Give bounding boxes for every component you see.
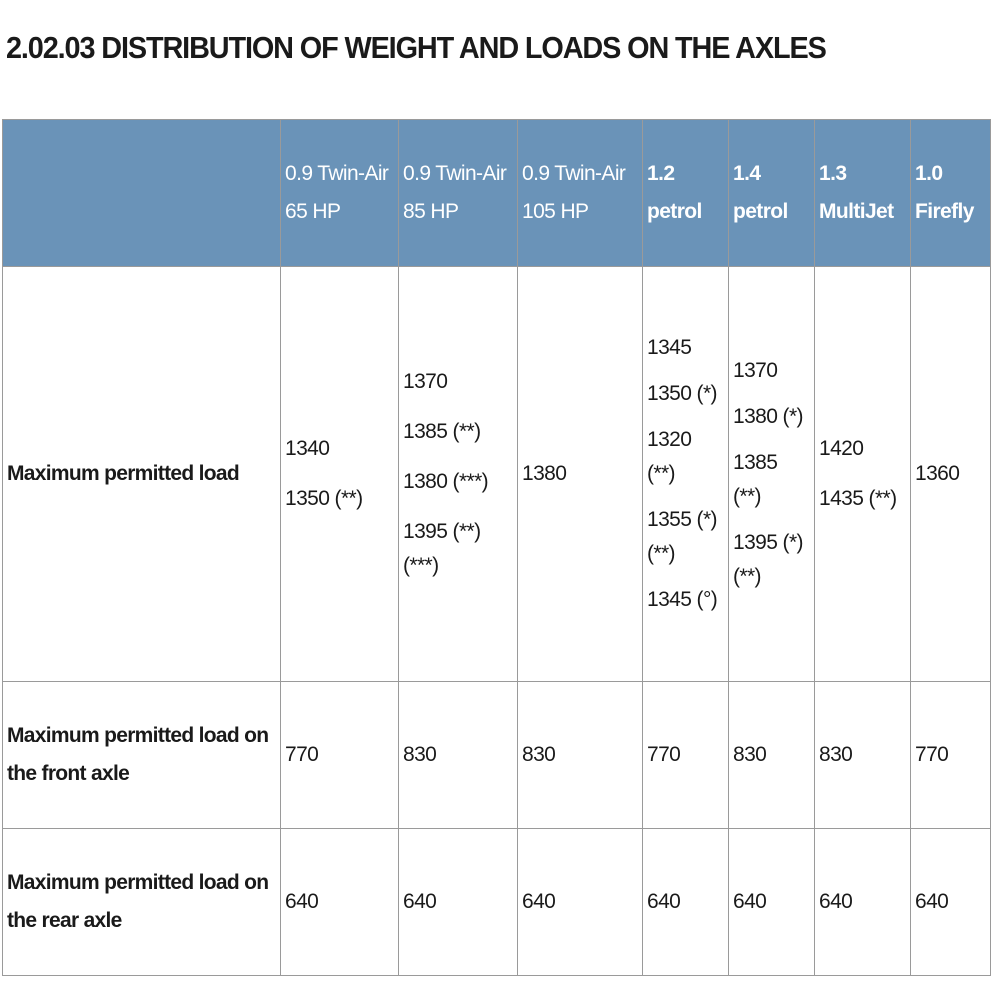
table-cell: 1370 1385 (**) 1380 (***) 1395 (**) (***… <box>398 266 518 682</box>
table-cell: 640 <box>642 828 729 976</box>
cell-value-line: 1320 (**) <box>647 428 692 485</box>
row-label: Maximum permitted load <box>2 266 281 682</box>
table-cell: 1340 1350 (**) <box>280 266 399 682</box>
cell-value-line: 1370 <box>733 359 778 382</box>
cell-value-line: 1395 (**) (***) <box>403 520 481 577</box>
table-cell: 1370 1380 (*) 1385 (**) 1395 (*) (**) <box>728 266 815 682</box>
table-cell: 1420 1435 (**) <box>814 266 911 682</box>
table-row: Maximum permitted load 1340 1350 (**) 13… <box>2 266 991 682</box>
table-row: Maximum permitted load on the front axle… <box>2 681 991 829</box>
table-cell: 830 <box>814 681 911 829</box>
table-header-row: 0.9 Twin-Air 65 HP 0.9 Twin-Air 85 HP 0.… <box>2 119 991 267</box>
column-header: 0.9 Twin-Air 85 HP <box>398 119 518 267</box>
column-header: 1.3 MultiJet <box>814 119 911 267</box>
table-row: Maximum permitted load on the rear axle … <box>2 828 991 976</box>
cell-value-line: 1380 <box>522 462 567 485</box>
cell-value-line: 1345 <box>647 336 692 359</box>
column-header: 1.4 petrol <box>728 119 815 267</box>
table-cell: 770 <box>910 681 991 829</box>
cell-value-line: 1345 (°) <box>647 588 718 611</box>
table-cell: 640 <box>517 828 643 976</box>
table-cell: 640 <box>398 828 518 976</box>
cell-value-line: 1360 <box>915 462 960 485</box>
table-cell: 640 <box>910 828 991 976</box>
cell-value-line: 1435 (**) <box>819 487 897 510</box>
table-cell: 1360 <box>910 266 991 682</box>
cell-value-line: 1350 (**) <box>285 487 363 510</box>
axle-load-table: 0.9 Twin-Air 65 HP 0.9 Twin-Air 85 HP 0.… <box>2 119 991 976</box>
cell-value-line: 1420 <box>819 437 864 460</box>
column-header: 1.0 Firefly <box>910 119 991 267</box>
column-header: 0.9 Twin-Air 105 HP <box>517 119 643 267</box>
table-cell: 640 <box>280 828 399 976</box>
table-cell: 1380 <box>517 266 643 682</box>
table-cell: 1345 1350 (*) 1320 (**) 1355 (*) (**) 13… <box>642 266 729 682</box>
row-label: Maximum permitted load on the front axle <box>2 681 281 829</box>
cell-value-line: 1380 (*) <box>733 405 804 428</box>
table-cell: 830 <box>398 681 518 829</box>
cell-value-line: 1395 (*) (**) <box>733 531 804 588</box>
cell-value-line: 1355 (*) (**) <box>647 508 718 565</box>
column-header: 1.2 petrol <box>642 119 729 267</box>
cell-value-line: 1370 <box>403 370 448 393</box>
column-header: 0.9 Twin-Air 65 HP <box>280 119 399 267</box>
cell-value-line: 1350 (*) <box>647 382 718 405</box>
table-cell: 640 <box>814 828 911 976</box>
cell-value-line: 1340 <box>285 437 330 460</box>
table-cell: 770 <box>642 681 729 829</box>
header-corner-cell <box>2 119 281 267</box>
table-cell: 830 <box>517 681 643 829</box>
page-title: 2.02.03 DISTRIBUTION OF WEIGHT AND LOADS… <box>6 30 827 65</box>
cell-value-line: 1385 (**) <box>403 420 481 443</box>
table-cell: 830 <box>728 681 815 829</box>
table-cell: 640 <box>728 828 815 976</box>
row-label: Maximum permitted load on the rear axle <box>2 828 281 976</box>
cell-value-line: 1380 (***) <box>403 470 489 493</box>
cell-value-line: 1385 (**) <box>733 451 778 508</box>
table-cell: 770 <box>280 681 399 829</box>
